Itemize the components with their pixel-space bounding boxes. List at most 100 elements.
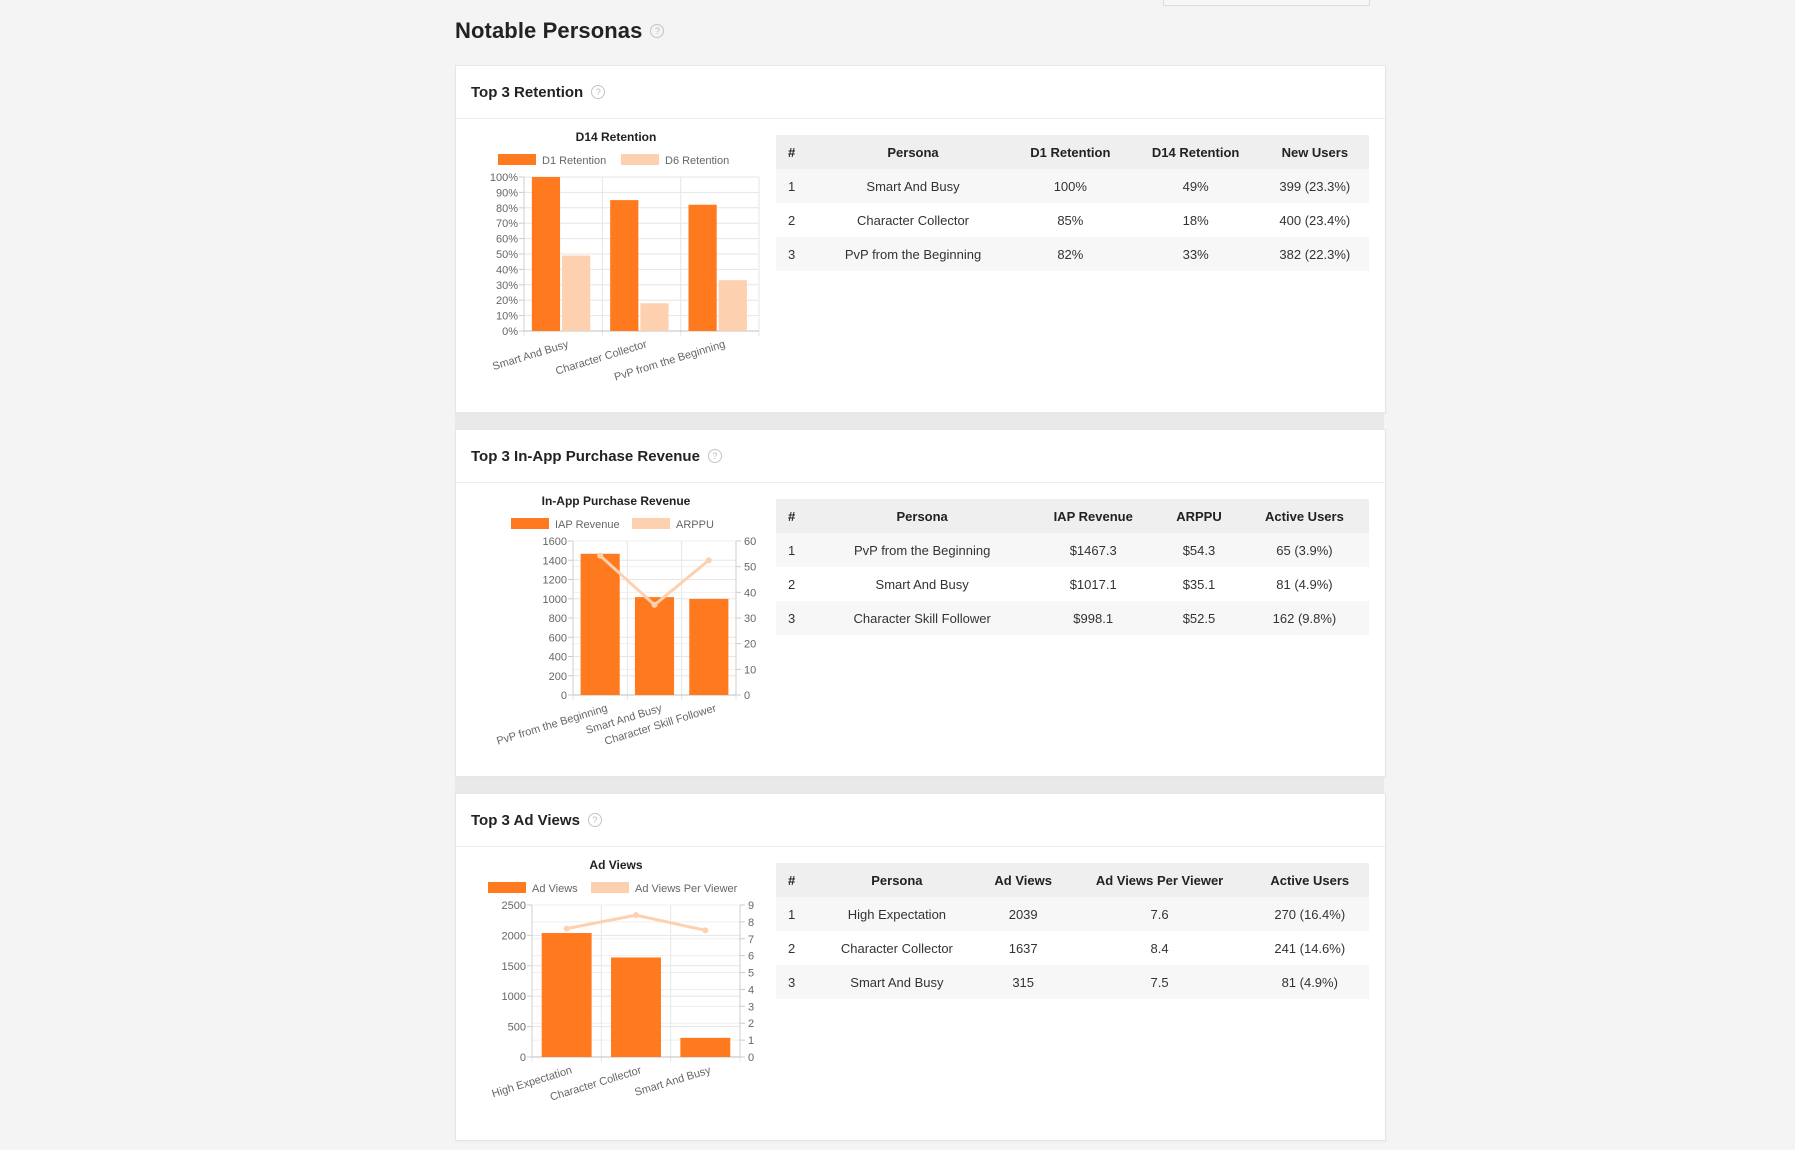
legend-label: D6 Retention bbox=[665, 155, 729, 167]
table-cell: 2 bbox=[776, 931, 816, 965]
table-cell: 400 (23.4%) bbox=[1260, 203, 1369, 237]
table-row[interactable]: 1 Smart And Busy 100% 49% 399 (23.3%) bbox=[776, 169, 1369, 203]
table-row[interactable]: 3 PvP from the Beginning 82% 33% 382 (22.3%) bbox=[776, 237, 1369, 271]
ad-views-table: # Persona Ad Views Ad Views Per Viewer Activ… bbox=[776, 863, 1369, 999]
chart-svg: Ad Views Ad Views Ad Views Per Viewer 0 500 1… bbox=[488, 858, 754, 1104]
y2-tick-label: 50 bbox=[744, 562, 756, 574]
table-row[interactable]: 2 Smart And Busy $1017.1 $35.1 81 (4.9%) bbox=[776, 567, 1369, 601]
y2-tick-label: 0 bbox=[744, 690, 750, 702]
bar bbox=[640, 303, 669, 331]
column-header: Persona bbox=[816, 863, 978, 897]
line-point bbox=[651, 601, 658, 608]
y2-tick-label: 20 bbox=[744, 639, 756, 651]
column-header: ARPPU bbox=[1158, 499, 1240, 533]
help-icon[interactable]: ? bbox=[707, 449, 722, 463]
y2-tick-label: 10 bbox=[744, 664, 756, 676]
top-dropdown[interactable] bbox=[1163, 0, 1370, 6]
table-cell: $1467.3 bbox=[1028, 533, 1159, 567]
y2-tick-label: 60 bbox=[744, 536, 756, 548]
y-tick-label: 0 bbox=[561, 690, 567, 702]
legend-label: Ad Views Per Viewer bbox=[635, 883, 738, 895]
column-header: Active Users bbox=[1239, 499, 1369, 533]
column-header: # bbox=[776, 863, 816, 897]
table-cell: PvP from the Beginning bbox=[816, 237, 1011, 271]
help-icon[interactable]: ? bbox=[650, 24, 665, 38]
table-row[interactable]: 1 PvP from the Beginning $1467.3 $54.3 65 (3… bbox=[776, 533, 1369, 567]
chart-title: In-App Purchase Revenue bbox=[542, 494, 691, 508]
column-header: Persona bbox=[816, 499, 1029, 533]
bar bbox=[689, 598, 729, 695]
iap-revenue-card: Top 3 In-App Purchase Revenue ? In-App P… bbox=[455, 429, 1386, 777]
table-cell: $35.1 bbox=[1158, 567, 1240, 601]
y-tick-label: 70% bbox=[496, 218, 518, 230]
y-tick-label: 1400 bbox=[543, 555, 567, 567]
table-cell: 3 bbox=[776, 965, 816, 999]
table-row[interactable]: 3 Character Skill Follower $998.1 $52.5 162 … bbox=[776, 601, 1369, 635]
card-title: Top 3 Retention bbox=[471, 83, 584, 101]
table-cell: 399 (23.3%) bbox=[1260, 169, 1369, 203]
table-row[interactable]: 3 Smart And Busy 315 7.5 81 (4.9%) bbox=[776, 965, 1369, 999]
y2-tick-label: 1 bbox=[748, 1035, 754, 1047]
y-tick-label: 1600 bbox=[543, 536, 567, 548]
table-cell: 270 (16.4%) bbox=[1250, 897, 1369, 931]
bar bbox=[680, 1037, 731, 1057]
table-cell: $1017.1 bbox=[1028, 567, 1159, 601]
column-header: Active Users bbox=[1250, 863, 1369, 897]
y-tick-label: 60% bbox=[496, 234, 518, 246]
bar bbox=[610, 200, 639, 331]
legend-swatch bbox=[488, 882, 526, 893]
table-cell: 1 bbox=[776, 897, 816, 931]
legend-swatch bbox=[511, 518, 549, 529]
help-icon[interactable]: ? bbox=[591, 85, 606, 99]
y-tick-label: 1500 bbox=[502, 961, 526, 973]
ad-views-chart[interactable]: Ad Views Ad Views Ad Views Per Viewer 0 500 1… bbox=[456, 847, 766, 1140]
table-cell: 1 bbox=[776, 169, 816, 203]
legend-swatch bbox=[621, 154, 659, 165]
card-title: Top 3 In-App Purchase Revenue bbox=[471, 447, 700, 465]
table-cell: 33% bbox=[1130, 237, 1261, 271]
bar bbox=[611, 957, 661, 1057]
x-tick-label: Smart And Busy bbox=[633, 1064, 712, 1099]
card-header: Top 3 Ad Views ? bbox=[456, 794, 1385, 847]
iap-revenue-chart[interactable]: In-App Purchase Revenue IAP Revenue ARPPU 0… bbox=[456, 483, 766, 776]
y-tick-label: 800 bbox=[549, 613, 567, 625]
table-cell: Smart And Busy bbox=[816, 965, 978, 999]
table-row[interactable]: 2 Character Collector 85% 18% 400 (23.4%) bbox=[776, 203, 1369, 237]
y-tick-label: 600 bbox=[549, 632, 567, 644]
legend-label: ARPPU bbox=[676, 519, 714, 531]
legend-swatch bbox=[498, 154, 536, 165]
table-header-row: # Persona IAP Revenue ARPPU Active Users bbox=[776, 499, 1369, 533]
y-tick-label: 2000 bbox=[502, 930, 526, 942]
y-tick-label: 90% bbox=[496, 187, 518, 199]
y-tick-label: 0% bbox=[502, 326, 518, 338]
y-tick-label: 200 bbox=[549, 671, 567, 683]
table-cell: 85% bbox=[1010, 203, 1131, 237]
table-header-row: # Persona Ad Views Ad Views Per Viewer Activ… bbox=[776, 863, 1369, 897]
table-row[interactable]: 1 High Expectation 2039 7.6 270 (16.4%) bbox=[776, 897, 1369, 931]
bar bbox=[562, 255, 591, 331]
table-row[interactable]: 2 Character Collector 1637 8.4 241 (14.6%) bbox=[776, 931, 1369, 965]
table-cell: 1 bbox=[776, 533, 816, 567]
help-icon[interactable]: ? bbox=[587, 813, 602, 827]
line-point bbox=[702, 927, 709, 934]
table-cell: 3 bbox=[776, 601, 816, 635]
y-tick-label: 10% bbox=[496, 311, 518, 323]
chart-svg: D14 Retention D1 Retention D6 Retention 0% 1… bbox=[490, 130, 760, 384]
table-cell: 382 (22.3%) bbox=[1260, 237, 1369, 271]
column-header: # bbox=[776, 499, 816, 533]
table-cell: 81 (4.9%) bbox=[1239, 567, 1369, 601]
y-tick-label: 500 bbox=[508, 1022, 526, 1034]
table-cell: Character Skill Follower bbox=[816, 601, 1029, 635]
table-cell: 162 (9.8%) bbox=[1239, 601, 1369, 635]
bar bbox=[541, 933, 592, 1057]
table-header-row: # Persona D1 Retention D14 Retention New Use… bbox=[776, 135, 1369, 169]
table-cell: 100% bbox=[1010, 169, 1131, 203]
table-cell: 65 (3.9%) bbox=[1239, 533, 1369, 567]
y2-tick-label: 5 bbox=[748, 968, 754, 980]
line-point bbox=[597, 552, 604, 559]
retention-chart[interactable]: D14 Retention D1 Retention D6 Retention 0% 1… bbox=[456, 119, 766, 412]
column-header: Ad Views Per Viewer bbox=[1068, 863, 1251, 897]
table-cell: Smart And Busy bbox=[816, 567, 1029, 601]
y2-tick-label: 2 bbox=[748, 1018, 754, 1030]
chart-svg: In-App Purchase Revenue IAP Revenue ARPPU 0… bbox=[495, 494, 756, 748]
